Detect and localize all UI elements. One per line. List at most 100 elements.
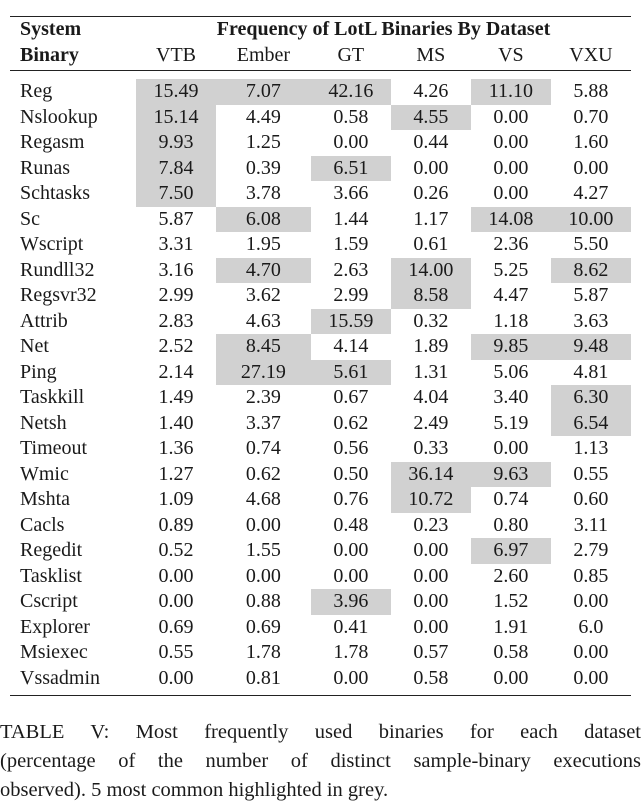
system-label: System <box>10 16 136 43</box>
frequency-value: 2.63 <box>333 258 369 281</box>
frequency-value: 15.59 <box>310 308 391 334</box>
lotl-frequency-table: System Frequency of LotL Binaries By Dat… <box>10 16 631 696</box>
frequency-cell: 8.62 <box>550 257 631 283</box>
binary-name: Attrib <box>20 309 68 332</box>
frequency-value: 2.60 <box>493 564 529 587</box>
frequency-value: 1.40 <box>158 411 194 434</box>
frequency-value: 1.91 <box>493 615 529 638</box>
frequency-cell: 5.61 <box>310 359 391 385</box>
frequency-cell: 15.14 <box>136 104 217 130</box>
frequency-value: 3.96 <box>310 589 391 615</box>
table-row: Vssadmin 0.00 0.81 0.00 0.58 0.00 0.00 <box>10 665 631 696</box>
frequency-cell: 5.25 <box>471 258 551 284</box>
frequency-cell: 0.69 <box>216 615 311 641</box>
binary-name: Msiexec <box>20 641 88 663</box>
frequency-value: 0.48 <box>333 513 369 536</box>
frequency-cell: 0.60 <box>551 487 631 513</box>
frequency-cell: 2.63 <box>311 258 391 284</box>
frequency-cell: 0.74 <box>471 487 551 513</box>
binary-name: Wmic <box>20 462 69 485</box>
frequency-value: 0.85 <box>573 564 609 587</box>
frequency-cell: 1.31 <box>391 360 471 386</box>
frequency-cell: 0.00 <box>216 564 311 590</box>
frequency-value: 0.69 <box>158 615 194 638</box>
frequency-cell: 2.14 <box>136 360 216 386</box>
frequency-cell: 3.66 <box>311 181 391 207</box>
column-header: GT <box>310 42 391 71</box>
frequency-cell: 0.00 <box>216 513 311 539</box>
frequency-value: 3.16 <box>158 258 194 281</box>
binary-name: Nslookup <box>20 105 98 128</box>
frequency-cell: 4.55 <box>390 104 471 130</box>
frequency-cell: 1.55 <box>216 538 311 564</box>
frequency-value: 0.69 <box>245 615 281 638</box>
frequency-value: 0.00 <box>413 615 449 638</box>
frequency-value: 4.81 <box>573 360 609 383</box>
table-row: Cacls 0.89 0.00 0.48 0.23 0.80 3.11 <box>10 513 631 539</box>
frequency-cell: 1.78 <box>216 640 311 666</box>
frequency-value: 0.00 <box>333 666 369 689</box>
binary-name: Wscript <box>20 233 84 255</box>
frequency-value: 9.85 <box>470 334 551 360</box>
table-row: Taskkill 1.49 2.39 0.67 4.04 3.40 6.30 <box>10 385 631 411</box>
binary-name: Explorer <box>20 615 90 638</box>
frequency-value: 4.49 <box>245 105 281 128</box>
frequency-value: 0.56 <box>333 437 369 459</box>
frequency-cell: 1.25 <box>216 130 311 156</box>
header-row-top: System Frequency of LotL Binaries By Dat… <box>10 16 631 43</box>
frequency-value: 0.00 <box>245 564 281 587</box>
frequency-value: 1.18 <box>493 309 529 332</box>
binary-name: Reg <box>20 80 53 102</box>
frequency-cell: 0.00 <box>551 156 631 182</box>
frequency-cell: 1.40 <box>136 411 216 437</box>
frequency-cell: 0.52 <box>136 538 216 564</box>
frequency-value: 0.80 <box>493 513 529 536</box>
frequency-value: 0.74 <box>245 437 281 459</box>
frequency-value: 1.27 <box>158 462 194 485</box>
frequency-value: 0.57 <box>413 641 449 663</box>
frequency-value: 1.95 <box>245 233 281 255</box>
frequency-value: 36.14 <box>390 461 471 487</box>
frequency-value: 0.00 <box>573 641 609 663</box>
frequency-value: 3.63 <box>573 309 609 332</box>
frequency-cell: 1.49 <box>136 385 216 411</box>
frequency-cell: 0.58 <box>311 105 391 131</box>
table-row: Regsvr32 2.99 3.62 2.99 8.58 4.47 5.87 <box>10 283 631 309</box>
frequency-cell: 1.27 <box>136 462 216 488</box>
frequency-cell: 7.50 <box>136 181 217 207</box>
table-row: Runas 7.84 0.39 6.51 0.00 0.00 0.00 <box>10 155 631 182</box>
frequency-cell: 1.17 <box>391 207 471 233</box>
frequency-cell: 2.99 <box>311 283 391 309</box>
frequency-value: 0.00 <box>333 131 369 153</box>
binary-label: Binary <box>10 42 136 71</box>
frequency-cell: 0.57 <box>391 640 471 666</box>
frequency-value: 6.97 <box>470 538 551 564</box>
frequency-cell: 3.40 <box>471 385 551 411</box>
frequency-cell: 15.59 <box>310 308 391 334</box>
frequency-cell: 27.19 <box>216 359 311 385</box>
table-row: Schtasks 7.50 3.78 3.66 0.26 0.00 4.27 <box>10 181 631 207</box>
frequency-value: 2.36 <box>493 233 529 255</box>
frequency-cell: 0.67 <box>311 385 391 411</box>
frequency-cell: 9.63 <box>470 461 551 487</box>
frequency-value: 0.50 <box>333 462 369 485</box>
frequency-value: 4.04 <box>413 386 449 408</box>
frequency-value: 0.32 <box>413 309 449 332</box>
frequency-value: 2.83 <box>158 309 194 332</box>
table-row: Wscript 3.31 1.95 1.59 0.61 2.36 5.50 <box>10 232 631 258</box>
frequency-value: 0.00 <box>493 156 529 179</box>
frequency-value: 5.88 <box>573 80 609 102</box>
frequency-cell: 4.70 <box>216 257 311 283</box>
frequency-value: 1.55 <box>245 539 281 561</box>
frequency-cell: 3.11 <box>551 513 631 539</box>
frequency-cell: 0.00 <box>311 538 391 564</box>
binary-name: Regedit <box>20 539 83 561</box>
frequency-value: 14.00 <box>390 257 471 283</box>
table-row: Explorer 0.69 0.69 0.41 0.00 1.91 6.0 <box>10 615 631 641</box>
frequency-cell: 15.49 <box>136 71 217 105</box>
frequency-cell: 0.85 <box>551 564 631 590</box>
binary-name: Regasm <box>20 131 85 153</box>
frequency-value: 0.60 <box>573 488 609 510</box>
frequency-cell: 2.60 <box>471 564 551 590</box>
frequency-cell: 1.44 <box>311 207 391 233</box>
